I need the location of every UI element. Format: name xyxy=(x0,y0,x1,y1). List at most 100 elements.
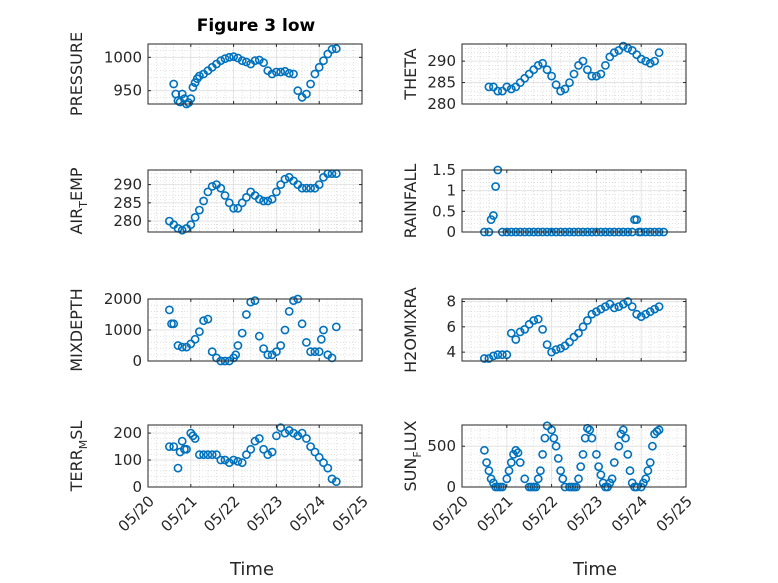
data-point xyxy=(190,334,200,344)
data-point xyxy=(650,304,659,314)
data-point xyxy=(565,337,574,347)
data-point xyxy=(207,347,217,357)
data-point xyxy=(569,69,579,79)
data-point xyxy=(632,215,642,224)
data-point xyxy=(641,309,651,319)
data-point xyxy=(578,56,588,66)
data-point xyxy=(319,56,328,66)
y-tick-label: 200 xyxy=(113,424,142,442)
x-axis-label-left: Time xyxy=(229,559,274,580)
data-point xyxy=(625,466,635,476)
data-point xyxy=(280,174,290,184)
data-point xyxy=(520,324,530,334)
data-point xyxy=(224,52,234,62)
data-point xyxy=(177,342,187,352)
data-point xyxy=(551,441,561,451)
y-tick-label: 4 xyxy=(446,343,456,361)
data-point xyxy=(267,194,277,204)
data-point xyxy=(229,52,238,62)
data-point xyxy=(491,182,500,191)
data-point xyxy=(173,463,183,473)
data-point xyxy=(271,431,281,441)
y-tick-label: 285 xyxy=(113,194,142,212)
x-tick-label: 05/24 xyxy=(608,492,651,535)
data-point xyxy=(587,433,597,443)
series-terr-msl xyxy=(164,423,341,486)
data-point xyxy=(488,351,498,361)
data-point xyxy=(587,71,597,81)
data-point xyxy=(212,450,221,460)
data-point xyxy=(250,296,260,305)
data-point xyxy=(314,180,324,189)
data-point xyxy=(645,58,655,68)
data-point xyxy=(280,325,290,335)
data-point xyxy=(316,334,326,344)
data-point xyxy=(203,314,213,324)
x-tick-label: 05/21 xyxy=(157,492,200,535)
data-point xyxy=(609,48,619,57)
data-point xyxy=(267,69,277,79)
data-point xyxy=(319,325,328,335)
y-axis-label-mixdepth: MIXDEPTH xyxy=(67,288,86,371)
data-point xyxy=(188,82,198,92)
data-point xyxy=(542,421,552,431)
data-point xyxy=(259,196,268,206)
data-point xyxy=(331,477,341,486)
data-point xyxy=(614,441,624,451)
axes-box-pressure xyxy=(147,43,363,105)
data-point xyxy=(306,442,315,451)
y-axis-label-pressure: PRESSURE xyxy=(67,32,86,116)
data-point xyxy=(263,196,273,206)
data-point xyxy=(556,343,565,353)
data-point xyxy=(513,448,523,458)
y-tick-label: 2000 xyxy=(104,290,142,308)
data-point xyxy=(194,71,204,81)
data-point xyxy=(547,71,556,81)
data-point xyxy=(301,183,311,193)
data-point xyxy=(310,69,320,79)
axes-box-air-temp xyxy=(147,169,363,233)
data-point xyxy=(220,191,230,200)
data-point xyxy=(576,462,586,471)
y-tick-label: 280 xyxy=(427,95,456,113)
data-point xyxy=(233,203,243,213)
data-point xyxy=(623,43,633,53)
data-point xyxy=(323,463,333,473)
data-point xyxy=(289,69,298,79)
data-point xyxy=(488,211,498,220)
data-point xyxy=(237,198,247,208)
data-point xyxy=(502,474,512,484)
data-point xyxy=(594,462,603,471)
series-pressure xyxy=(169,44,341,109)
data-point xyxy=(319,458,328,468)
x-tick-label: 05/21 xyxy=(473,492,516,535)
data-point xyxy=(645,307,655,317)
data-point xyxy=(484,466,494,476)
data-point xyxy=(207,181,217,191)
data-point xyxy=(203,450,213,460)
x-tick-label: 05/23 xyxy=(563,492,606,535)
data-point xyxy=(259,344,268,353)
x-tick-label: 05/20 xyxy=(115,492,158,535)
data-point xyxy=(301,434,311,443)
data-point xyxy=(199,196,208,206)
y-tick-label: 1000 xyxy=(104,321,142,339)
data-point xyxy=(237,328,247,338)
data-point xyxy=(618,299,628,309)
data-point xyxy=(297,428,307,438)
data-point xyxy=(506,84,516,94)
data-point xyxy=(587,309,597,319)
data-point xyxy=(220,54,230,64)
data-point xyxy=(194,450,204,460)
x-tick-label: 05/23 xyxy=(243,492,286,535)
data-point xyxy=(578,449,588,459)
data-point xyxy=(310,447,320,457)
grid-rainfall xyxy=(461,169,687,233)
data-point xyxy=(502,82,512,92)
data-point xyxy=(556,86,565,96)
data-point xyxy=(529,316,539,325)
data-point xyxy=(558,474,568,484)
data-point xyxy=(592,307,601,317)
data-point xyxy=(254,331,264,341)
